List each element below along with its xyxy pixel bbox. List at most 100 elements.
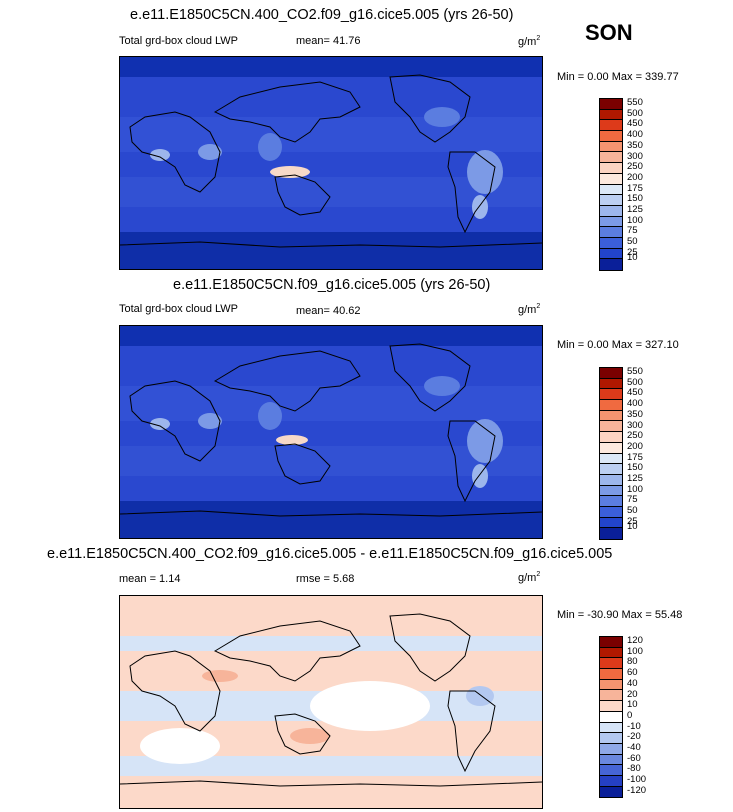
panel3-tick: 10 <box>627 699 638 711</box>
panel3-tick: -60 <box>627 752 641 764</box>
panel1-tick: 350 <box>627 139 643 151</box>
panel2-tick: 100 <box>627 483 643 495</box>
panel2-tick: 350 <box>627 408 643 420</box>
panel2-colorbar-swatch <box>600 496 622 507</box>
panel3-colorbar-swatch <box>600 743 622 755</box>
panel1-tick: 100 <box>627 214 643 226</box>
panel3-tick: 20 <box>627 688 638 700</box>
panel3-colorbar-swatch <box>600 647 622 659</box>
panel3-tick: 60 <box>627 667 638 679</box>
panel1-colorbar-swatch <box>600 99 622 110</box>
panel2-tick: 300 <box>627 419 643 431</box>
panel2-colorbar <box>599 367 623 540</box>
panel2-colorbar-swatch <box>600 464 622 475</box>
panel2-map-field <box>120 326 542 538</box>
panel3-tick: -40 <box>627 742 641 753</box>
panel2-tick: 200 <box>627 440 643 452</box>
panel1-mean-label: mean= 41.76 <box>296 35 361 47</box>
panel3-colorbar-swatch <box>600 775 622 787</box>
panel2-colorbar-swatch <box>600 400 622 411</box>
panel2-colorbar-swatch <box>600 410 622 422</box>
panel3-title: e.e11.E1850C5CN.400_CO2.f09_g16.cice5.00… <box>47 546 613 562</box>
panel1-tick: 50 <box>627 236 638 248</box>
panel1-colorbar-swatch <box>600 109 622 121</box>
panel2-tick: 25 <box>627 515 638 527</box>
panel1-colorbar <box>599 98 623 271</box>
panel1-colorbar-swatch <box>600 216 622 228</box>
panel3-tick: -120 <box>627 784 647 796</box>
panel3-colorbar-swatch <box>600 679 622 691</box>
panel3-colorbar-swatch <box>600 765 622 776</box>
panel1-tick: 500 <box>627 107 643 119</box>
panel3-colorbar-swatch <box>600 711 622 723</box>
panel1-title: e.e11.E1850C5CN.400_CO2.f09_g16.cice5.00… <box>130 7 514 23</box>
panel2-tick: 400 <box>627 398 643 410</box>
panel3-tick: 120 <box>627 635 643 646</box>
panel2-colorbar-swatch <box>600 442 622 454</box>
panel3-units: g/m2 <box>518 571 541 584</box>
panel1-colorbar-swatch <box>600 184 622 196</box>
panel2-colorbar-swatch <box>600 485 622 497</box>
panel2-tick: 75 <box>627 494 638 506</box>
panel1-colorbar-swatch <box>600 141 622 153</box>
panel1-colorbar-swatch <box>600 259 622 270</box>
panel3-tick: 40 <box>627 677 638 689</box>
panel3-tick: -80 <box>627 763 641 775</box>
panel1-colorbar-swatch <box>600 152 622 164</box>
panel2-mean-label: mean= 40.62 <box>296 305 361 317</box>
panel3-colorbar-swatch <box>600 669 622 680</box>
panel1-map <box>119 56 543 270</box>
panel3-colorbar-swatch <box>600 637 622 648</box>
panel2-title: e.e11.E1850C5CN.f09_g16.cice5.005 (yrs 2… <box>173 277 491 293</box>
panel1-colorbar-swatch <box>600 205 622 217</box>
panel2-tick: 50 <box>627 505 638 517</box>
panel1-tick: 250 <box>627 161 643 173</box>
panel2-colorbar-swatch <box>600 378 622 390</box>
panel3-colorbar-swatch <box>600 754 622 766</box>
panel3-colorbar-swatch <box>600 733 622 744</box>
panel1-tick: 125 <box>627 204 643 215</box>
panel3-rmse-label: rmse = 5.68 <box>296 573 355 585</box>
panel1-tick: 150 <box>627 193 643 205</box>
panel1-colorbar-swatch <box>600 237 622 249</box>
panel2-colorbar-swatch <box>600 432 622 443</box>
panel2-colorbar-swatch <box>600 517 622 529</box>
panel3-tick: 100 <box>627 645 643 657</box>
panel2-map <box>119 325 543 539</box>
panel2-tick: 150 <box>627 462 643 474</box>
panel3-map <box>119 595 543 809</box>
panel3-tick: 80 <box>627 656 638 668</box>
panel3-colorbar-swatch <box>600 722 622 734</box>
panel1-variable-label: Total grd-box cloud LWP <box>119 35 239 47</box>
panel2-colorbar-swatch <box>600 421 622 433</box>
panel1-colorbar-swatch <box>600 163 622 174</box>
panel1-tick: 200 <box>627 171 643 183</box>
panel3-tick: -100 <box>627 774 647 786</box>
panel3-tick: -10 <box>627 720 641 732</box>
panel1-tick: 300 <box>627 150 643 162</box>
panel2-units: g/m2 <box>518 303 541 316</box>
panel1-colorbar-swatch <box>600 173 622 185</box>
panel1-units: g/m2 <box>518 35 541 48</box>
panel2-tick: 250 <box>627 430 643 442</box>
panel3-colorbar-swatch <box>600 701 622 712</box>
panel1-tick: 10 <box>627 252 638 263</box>
panel1-tick: 400 <box>627 129 643 141</box>
panel2-tick: 550 <box>627 366 643 377</box>
panel1-colorbar-swatch <box>600 248 622 260</box>
panel2-tick: 450 <box>627 387 643 399</box>
panel1-tick: 75 <box>627 225 638 237</box>
panel2-variable-label: Total grd-box cloud LWP <box>119 303 239 315</box>
panel2-minmax: Min = 0.00 Max = 327.10 <box>557 339 679 351</box>
panel1-tick: 550 <box>627 97 643 108</box>
panel3-map-field <box>120 613 542 787</box>
panel3-colorbar-swatch <box>600 658 622 670</box>
panel1-map-field <box>120 57 542 269</box>
panel2-colorbar-swatch <box>600 368 622 379</box>
panel2-tick: 500 <box>627 376 643 388</box>
panel3-minmax: Min = -30.90 Max = 55.48 <box>557 609 683 621</box>
panel3-colorbar-swatch <box>600 690 622 702</box>
panel2-tick: 175 <box>627 451 643 463</box>
panel3-colorbar-swatch <box>600 786 622 798</box>
panel2-colorbar-swatch <box>600 453 622 465</box>
